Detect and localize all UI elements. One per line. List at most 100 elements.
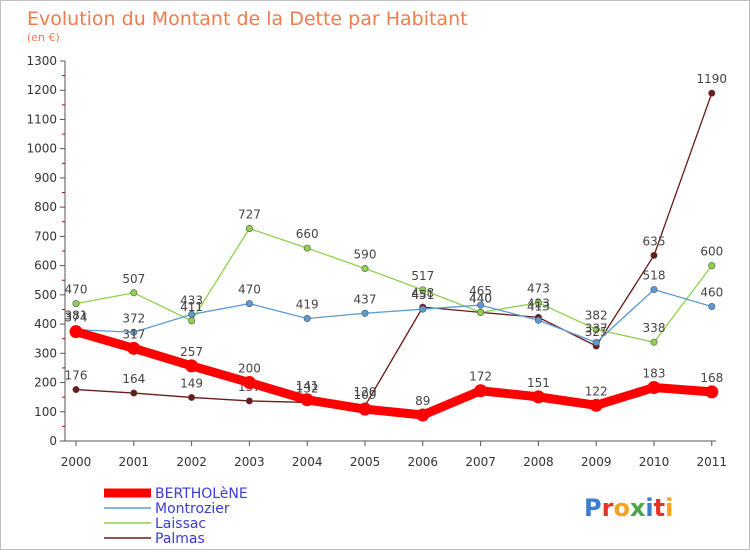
data-point xyxy=(185,359,199,373)
data-label: 437 xyxy=(354,292,377,306)
x-tick-label: 2006 xyxy=(408,455,439,469)
data-label: 413 xyxy=(527,299,550,313)
y-tick-label: 900 xyxy=(34,171,57,185)
x-tick-label: 2004 xyxy=(292,455,323,469)
y-tick-label: 0 xyxy=(49,434,57,448)
y-tick-label: 600 xyxy=(34,259,57,273)
y-tick-label: 1000 xyxy=(26,142,57,156)
y-tick-label: 200 xyxy=(34,376,57,390)
data-point xyxy=(708,89,716,97)
data-label: 600 xyxy=(700,245,723,259)
data-label: 168 xyxy=(700,371,723,385)
data-label: 727 xyxy=(238,207,261,221)
data-point xyxy=(127,341,141,355)
data-label: 470 xyxy=(238,283,261,297)
y-tick-label: 300 xyxy=(34,346,57,360)
data-label: 473 xyxy=(527,282,550,296)
legend-item: Palmas xyxy=(104,531,205,547)
data-label: 660 xyxy=(296,227,319,241)
y-tick-label: 500 xyxy=(34,288,57,302)
data-label: 200 xyxy=(238,362,261,376)
data-label: 151 xyxy=(527,376,550,390)
legend-label: Laissac xyxy=(155,516,206,532)
y-tick-label: 1200 xyxy=(26,83,57,97)
data-label: 257 xyxy=(180,345,203,359)
series-line xyxy=(75,227,713,343)
legend-label: BERTHOLèNE xyxy=(155,486,248,502)
data-point xyxy=(303,244,311,252)
data-label: 470 xyxy=(65,283,88,297)
data-label: 122 xyxy=(585,384,608,398)
data-point xyxy=(531,390,545,404)
data-point xyxy=(474,384,488,398)
legend-label: Palmas xyxy=(155,531,205,547)
data-label: 451 xyxy=(411,288,434,302)
data-label: 382 xyxy=(585,308,608,322)
data-point xyxy=(650,338,658,346)
data-label: 440 xyxy=(469,291,492,305)
data-point xyxy=(72,386,80,394)
data-label: 440 xyxy=(469,291,492,305)
legend-label: Montrozier xyxy=(155,501,230,517)
data-point xyxy=(300,393,314,407)
series-laissac: 470 507 411 727 660 590 517 440 473 382 338 600 xyxy=(65,207,723,346)
data-label: 337 xyxy=(585,321,608,335)
x-tick-label: 2007 xyxy=(465,455,496,469)
y-tick-label: 400 xyxy=(34,317,57,331)
data-point xyxy=(589,398,603,412)
data-label: 164 xyxy=(122,372,145,386)
data-label: 317 xyxy=(122,327,145,341)
data-label: 109 xyxy=(354,388,377,402)
x-tick-label: 2005 xyxy=(350,455,381,469)
data-point xyxy=(242,376,256,390)
data-point xyxy=(245,397,253,405)
data-point xyxy=(416,408,430,422)
data-point xyxy=(650,251,658,259)
data-label: 381 xyxy=(65,309,88,323)
data-label: 176 xyxy=(65,369,88,383)
data-point xyxy=(708,303,716,311)
data-point xyxy=(130,389,138,397)
data-label: 183 xyxy=(643,367,666,381)
legend-item: BERTHOLèNE xyxy=(104,486,248,502)
data-label: 89 xyxy=(415,394,430,408)
y-tick-label: 1100 xyxy=(26,112,57,126)
series-layer: 1761641491371321204584404233256351190470… xyxy=(65,72,728,422)
data-point xyxy=(245,300,253,308)
data-point xyxy=(188,317,196,325)
x-tick-label: 2009 xyxy=(581,455,612,469)
data-label: 1190 xyxy=(697,72,728,86)
data-label: 120 xyxy=(354,385,377,399)
legend-item: Montrozier xyxy=(104,501,230,517)
data-point xyxy=(303,315,311,323)
data-point xyxy=(69,325,83,339)
x-tick-label: 2011 xyxy=(697,455,728,469)
y-tick-label: 700 xyxy=(34,229,57,243)
data-point xyxy=(72,300,80,308)
axes: 0 100 200 300 400 500 600 700 800 900 1000 1100 1200… xyxy=(26,54,727,469)
data-label: 132 xyxy=(296,381,319,395)
data-point xyxy=(534,316,542,324)
data-label: 411 xyxy=(180,300,203,314)
data-point xyxy=(708,262,716,270)
x-tick-label: 2010 xyxy=(639,455,670,469)
series-line xyxy=(75,288,713,344)
data-label: 517 xyxy=(411,269,434,283)
data-point xyxy=(361,265,369,273)
data-point xyxy=(592,325,600,333)
data-point xyxy=(245,224,253,232)
data-point xyxy=(188,393,196,401)
x-tick-label: 2008 xyxy=(523,455,554,469)
data-label: 172 xyxy=(469,370,492,384)
data-point xyxy=(647,381,661,395)
y-tick-label: 1300 xyxy=(26,54,57,68)
y-tick-label: 100 xyxy=(34,405,57,419)
data-point xyxy=(534,299,542,307)
data-point xyxy=(650,286,658,294)
data-label: 507 xyxy=(122,272,145,286)
data-label: 590 xyxy=(354,248,377,262)
data-point xyxy=(477,308,485,316)
